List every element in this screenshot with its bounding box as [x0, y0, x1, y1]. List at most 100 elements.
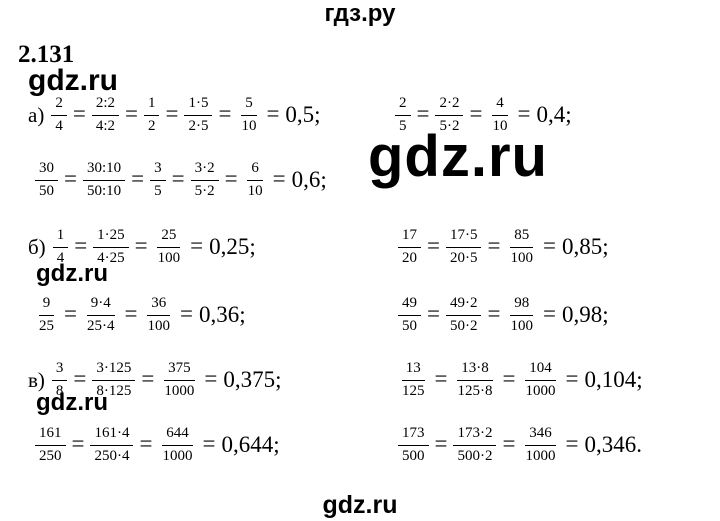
fraction: 49·2 50·2 — [445, 295, 482, 335]
fraction: 346 1000 — [521, 425, 559, 465]
denominator: 4 — [55, 117, 63, 134]
denominator: 10 — [247, 182, 263, 199]
fraction: 3·125 8·125 — [92, 360, 136, 400]
denominator: 20 — [402, 249, 417, 266]
numerator: 4 — [492, 95, 508, 116]
equals-sign: = — [71, 431, 85, 456]
equals-sign: = — [218, 101, 232, 126]
decimal-result: 0,98; — [561, 302, 609, 327]
math-expression: б) 1 4 = 1·25 4·25 = 25 100 = 0,25; — [28, 221, 256, 273]
denominator: 8·125 — [96, 382, 132, 399]
denominator: 2·5 — [188, 117, 209, 134]
math-expression: 2 5 = 2·2 5·2 = 4 10 = 0,4; — [395, 89, 572, 141]
denominator: 500·2 — [457, 447, 493, 464]
numerator: 1·25 — [93, 227, 129, 248]
equals-sign: = — [141, 366, 155, 391]
problem-number: 2.131 — [18, 41, 75, 68]
denominator: 100 — [157, 249, 181, 266]
numerator: 9·4 — [86, 295, 115, 316]
fraction: 36 100 — [143, 295, 174, 335]
numerator: 13·8 — [457, 360, 493, 381]
numerator: 3 — [150, 160, 166, 181]
decimal-result: 0,85; — [561, 234, 609, 259]
denominator: 5 — [399, 117, 407, 134]
numerator: 346 — [525, 425, 556, 446]
denominator: 125·8 — [457, 382, 493, 399]
fraction: 4 10 — [488, 95, 511, 135]
math-expression: в) 3 8 = 3·125 8·125 = 375 1000 = 0,375; — [28, 354, 282, 406]
denominator: 2 — [147, 117, 156, 134]
numerator: 9 — [38, 295, 55, 316]
denominator: 50:10 — [86, 182, 122, 199]
fraction: 104 1000 — [521, 360, 559, 400]
fraction: 3·2 5·2 — [190, 160, 219, 200]
site-watermark: gdz.ru — [28, 64, 118, 97]
denominator: 50 — [402, 317, 417, 334]
decimal-result: 0,104; — [584, 367, 643, 392]
denominator: 8 — [55, 382, 64, 399]
equals-sign: = — [434, 366, 448, 391]
denominator: 1000 — [525, 382, 556, 399]
numerator: 5 — [241, 95, 257, 116]
numerator: 17 — [398, 227, 421, 248]
part-label: б) — [28, 234, 46, 259]
denominator: 4 — [56, 249, 65, 266]
site-watermark-large: gdz.ru — [368, 124, 548, 189]
fraction: 5 10 — [237, 95, 260, 135]
fraction: 161 250 — [35, 425, 66, 465]
denominator: 20·5 — [449, 249, 478, 266]
numerator: 2 — [395, 95, 411, 116]
numerator: 98 — [510, 295, 534, 316]
denominator: 4:2 — [95, 117, 115, 134]
fraction: 17 20 — [398, 227, 421, 267]
denominator: 250 — [39, 447, 62, 464]
equals-sign: = — [502, 366, 516, 391]
part-label: в) — [28, 367, 45, 392]
math-expression: 9 25 = 9·4 25·4 = 36 100 = 0,36; — [35, 289, 246, 341]
fraction: 161·4 250·4 — [90, 425, 134, 465]
site-watermark-bottom: gdz.ru — [322, 491, 398, 519]
equals-sign: = — [266, 101, 280, 126]
denominator: 50·2 — [449, 317, 478, 334]
numerator: 375 — [164, 360, 195, 381]
fraction: 30 50 — [35, 160, 58, 200]
fraction: 375 1000 — [160, 360, 198, 400]
fraction: 25 100 — [154, 227, 185, 267]
decimal-result: 0,375; — [223, 367, 282, 392]
numerator: 2 — [51, 95, 67, 116]
fraction: 13·8 125·8 — [453, 360, 496, 400]
decimal-result: 0,6; — [291, 167, 327, 192]
equals-sign: = — [74, 233, 88, 258]
fraction: 13 125 — [398, 360, 429, 400]
numerator: 49·2 — [445, 295, 482, 316]
equals-sign: = — [64, 166, 77, 191]
numerator: 30:10 — [82, 160, 126, 181]
fraction: 173 500 — [398, 425, 429, 465]
fraction: 1·25 4·25 — [93, 227, 129, 267]
numerator: 3·125 — [92, 360, 136, 381]
equals-sign: = — [565, 431, 579, 456]
numerator: 49 — [398, 295, 421, 316]
equals-sign: = — [224, 166, 238, 191]
equals-sign: = — [72, 101, 86, 126]
equals-sign: = — [202, 431, 216, 456]
equals-sign: = — [131, 166, 145, 191]
equals-sign: = — [487, 233, 501, 258]
numerator: 85 — [510, 227, 534, 248]
fraction: 49 50 — [398, 295, 421, 335]
equals-sign: = — [487, 301, 501, 326]
fraction: 2:2 4:2 — [91, 95, 119, 135]
numerator: 3 — [51, 360, 68, 381]
decimal-result: 0,644; — [221, 432, 280, 457]
numerator: 644 — [162, 425, 193, 446]
equals-sign: = — [171, 166, 185, 191]
denominator: 10 — [241, 117, 257, 134]
numerator: 161 — [35, 425, 66, 446]
denominator: 100 — [510, 317, 533, 334]
denominator: 5 — [154, 182, 162, 199]
